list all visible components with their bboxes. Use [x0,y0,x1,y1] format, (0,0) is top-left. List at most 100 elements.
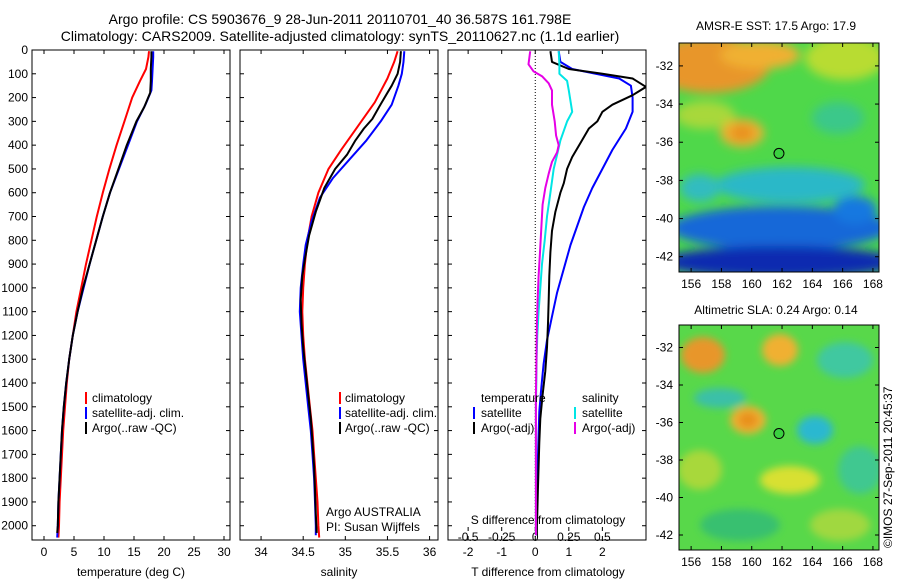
legend-text-climatology: climatology [92,391,152,405]
x-tick-label: 30 [217,545,231,559]
lon-tick-label: 164 [802,555,822,569]
x-tick-label: 10 [97,545,111,559]
sla-heatmap [679,325,879,550]
salinity-panel: 34 34.5 35 35.5 36 salinity climatology sate… [239,49,439,579]
sla-map-title: Altimetric SLA: 0.24 Argo: 0.14 [694,303,858,317]
lat-tick-label: -32 [656,59,674,73]
s-difference-xlabel: S difference from climatology [471,513,626,527]
x-tick-label: 5 [71,545,78,559]
sst-heatmap [679,43,879,272]
sst-map-axes: 156 158 160 162 164 166 168 -32 -34 -36 -38 -40 -42 [656,43,883,291]
x-tick-label: -2 [463,545,474,559]
legend-text-climatology: climatology [345,391,405,405]
s-difference-ticks: -0.5-0.2500.250.5 [458,527,611,544]
t-difference-xlabel: T difference from climatology [471,565,625,579]
temperature-xlabel: temperature (deg C) [77,565,185,579]
lon-tick-label: 158 [711,277,731,291]
temperature-legend: climatology satellite-adj. clim. Argo(..… [85,391,184,435]
depth-tick-label: 600 [8,186,28,200]
sla-map-frame [678,324,880,551]
profile-location-marker [773,147,785,159]
depth-tick-label: 900 [8,257,28,271]
x-tick-label: 34.5 [292,545,316,559]
depth-tick-label: 400 [8,138,28,152]
lon-tick-label: 160 [742,277,762,291]
legend-title-temperature: temperature [481,391,546,405]
sst-map-panel: AMSR-E SST: 17.5 Argo: 17.9 156 158 160 162… [656,19,884,291]
lon-tick-label: 160 [742,555,762,569]
depth-tick-label: 1300 [1,352,28,366]
depth-tick-label: 1900 [1,495,28,509]
difference-panel: -2 -1 0 1 2 -0.5 -0.25 0 0.25 0.5 T difference f… [447,49,647,579]
depth-tick-label: 200 [8,91,28,105]
x-tick-label: 0 [41,545,48,559]
lon-tick-label: 168 [863,555,883,569]
lat-tick-label: -36 [656,135,674,149]
legend-text-satellite: satellite-adj. clim. [92,406,184,420]
x-tick-label: -1 [496,545,507,559]
depth-tick-label: 1600 [1,424,28,438]
temperature-lines [56,51,155,538]
depth-tick-label: 1200 [1,328,28,342]
series-line [56,51,153,533]
profile-location-marker [773,428,785,440]
depth-tick-label: 2000 [1,519,28,533]
x-tick-label: 35 [339,545,353,559]
salinity-legend: climatology satellite-adj. clim. Argo(..… [339,391,437,435]
lon-tick-label: 166 [833,555,853,569]
temperature-axes-box [31,49,231,541]
lat-tick-label: -38 [656,173,674,187]
lat-tick-label: -36 [656,416,674,430]
difference-legend: temperature salinity satellite Argo(-adj… [473,391,635,435]
lat-tick-label: -42 [656,528,674,542]
depth-tick-label: 700 [8,210,28,224]
x-tick-label: 34 [254,545,268,559]
lon-tick-label: 166 [833,277,853,291]
depth-tick-label: 100 [8,67,28,81]
x-tick-label: 36 [423,545,437,559]
x-tick-label: 20 [157,545,171,559]
series-line [299,51,402,533]
sla-map-panel: Altimetric SLA: 0.24 Argo: 0.14 156 158 16… [656,303,884,569]
series-line [57,51,150,538]
temperature-panel: 0100200300400500600700800900100011001200… [1,43,231,579]
lat-tick-label: -42 [656,250,674,264]
climatology-title: Climatology: CARS2009. Satellite-adjuste… [61,28,619,44]
lon-tick-label: 156 [681,555,701,569]
lon-tick-label: 162 [772,555,792,569]
legend-text-satellite: satellite-adj. clim. [345,406,437,420]
difference-lines [527,51,646,536]
depth-tick-label: 1100 [2,305,28,319]
x-tick-label: 1 [565,545,572,559]
sla-map-axes: 156 158 160 162 164 166 168 -32 -34 -36 -38 -40 -42 [656,325,883,569]
lon-tick-label: 162 [772,277,792,291]
legend-text-s-satellite: satellite [582,406,623,420]
depth-axis: 0 100 200 300 400 500 600 700 800 900 1000 1100 1200… [1,43,230,533]
lat-tick-label: -40 [656,491,674,505]
x-tick-label: 2 [599,545,606,559]
lat-tick-label: -32 [656,341,674,355]
x-tick-label: 35.5 [376,545,400,559]
legend-text-argo: Argo(..raw -QC) [345,421,430,435]
salinity-xlabel: salinity [321,565,358,579]
depth-tick-label: 1400 [1,376,28,390]
depth-tick-label: 1700 [1,447,28,461]
lon-tick-label: 156 [681,277,701,291]
legend-title-salinity: salinity [582,391,619,405]
sst-map-title: AMSR-E SST: 17.5 Argo: 17.9 [696,19,856,33]
lat-tick-label: -34 [656,378,674,392]
lat-tick-label: -40 [656,212,674,226]
salinity-depth-ticks [240,49,438,527]
difference-axes-box [447,49,647,541]
salinity-lines [298,50,406,538]
x-tick-label: 25 [187,545,201,559]
profile-title: Argo profile: CS 5903676_9 28-Jun-2011 2… [109,11,572,27]
lat-tick-label: -34 [656,97,674,111]
depth-tick-label: 0 [21,43,28,57]
imos-timestamp: ©IMOS 27-Sep-2011 20:45:37 [881,386,895,548]
depth-tick-label: 300 [8,114,28,128]
salinity-x-axis: 34 34.5 35 35.5 36 [254,50,437,559]
lon-tick-label: 158 [711,555,731,569]
sst-map-frame [678,42,880,273]
